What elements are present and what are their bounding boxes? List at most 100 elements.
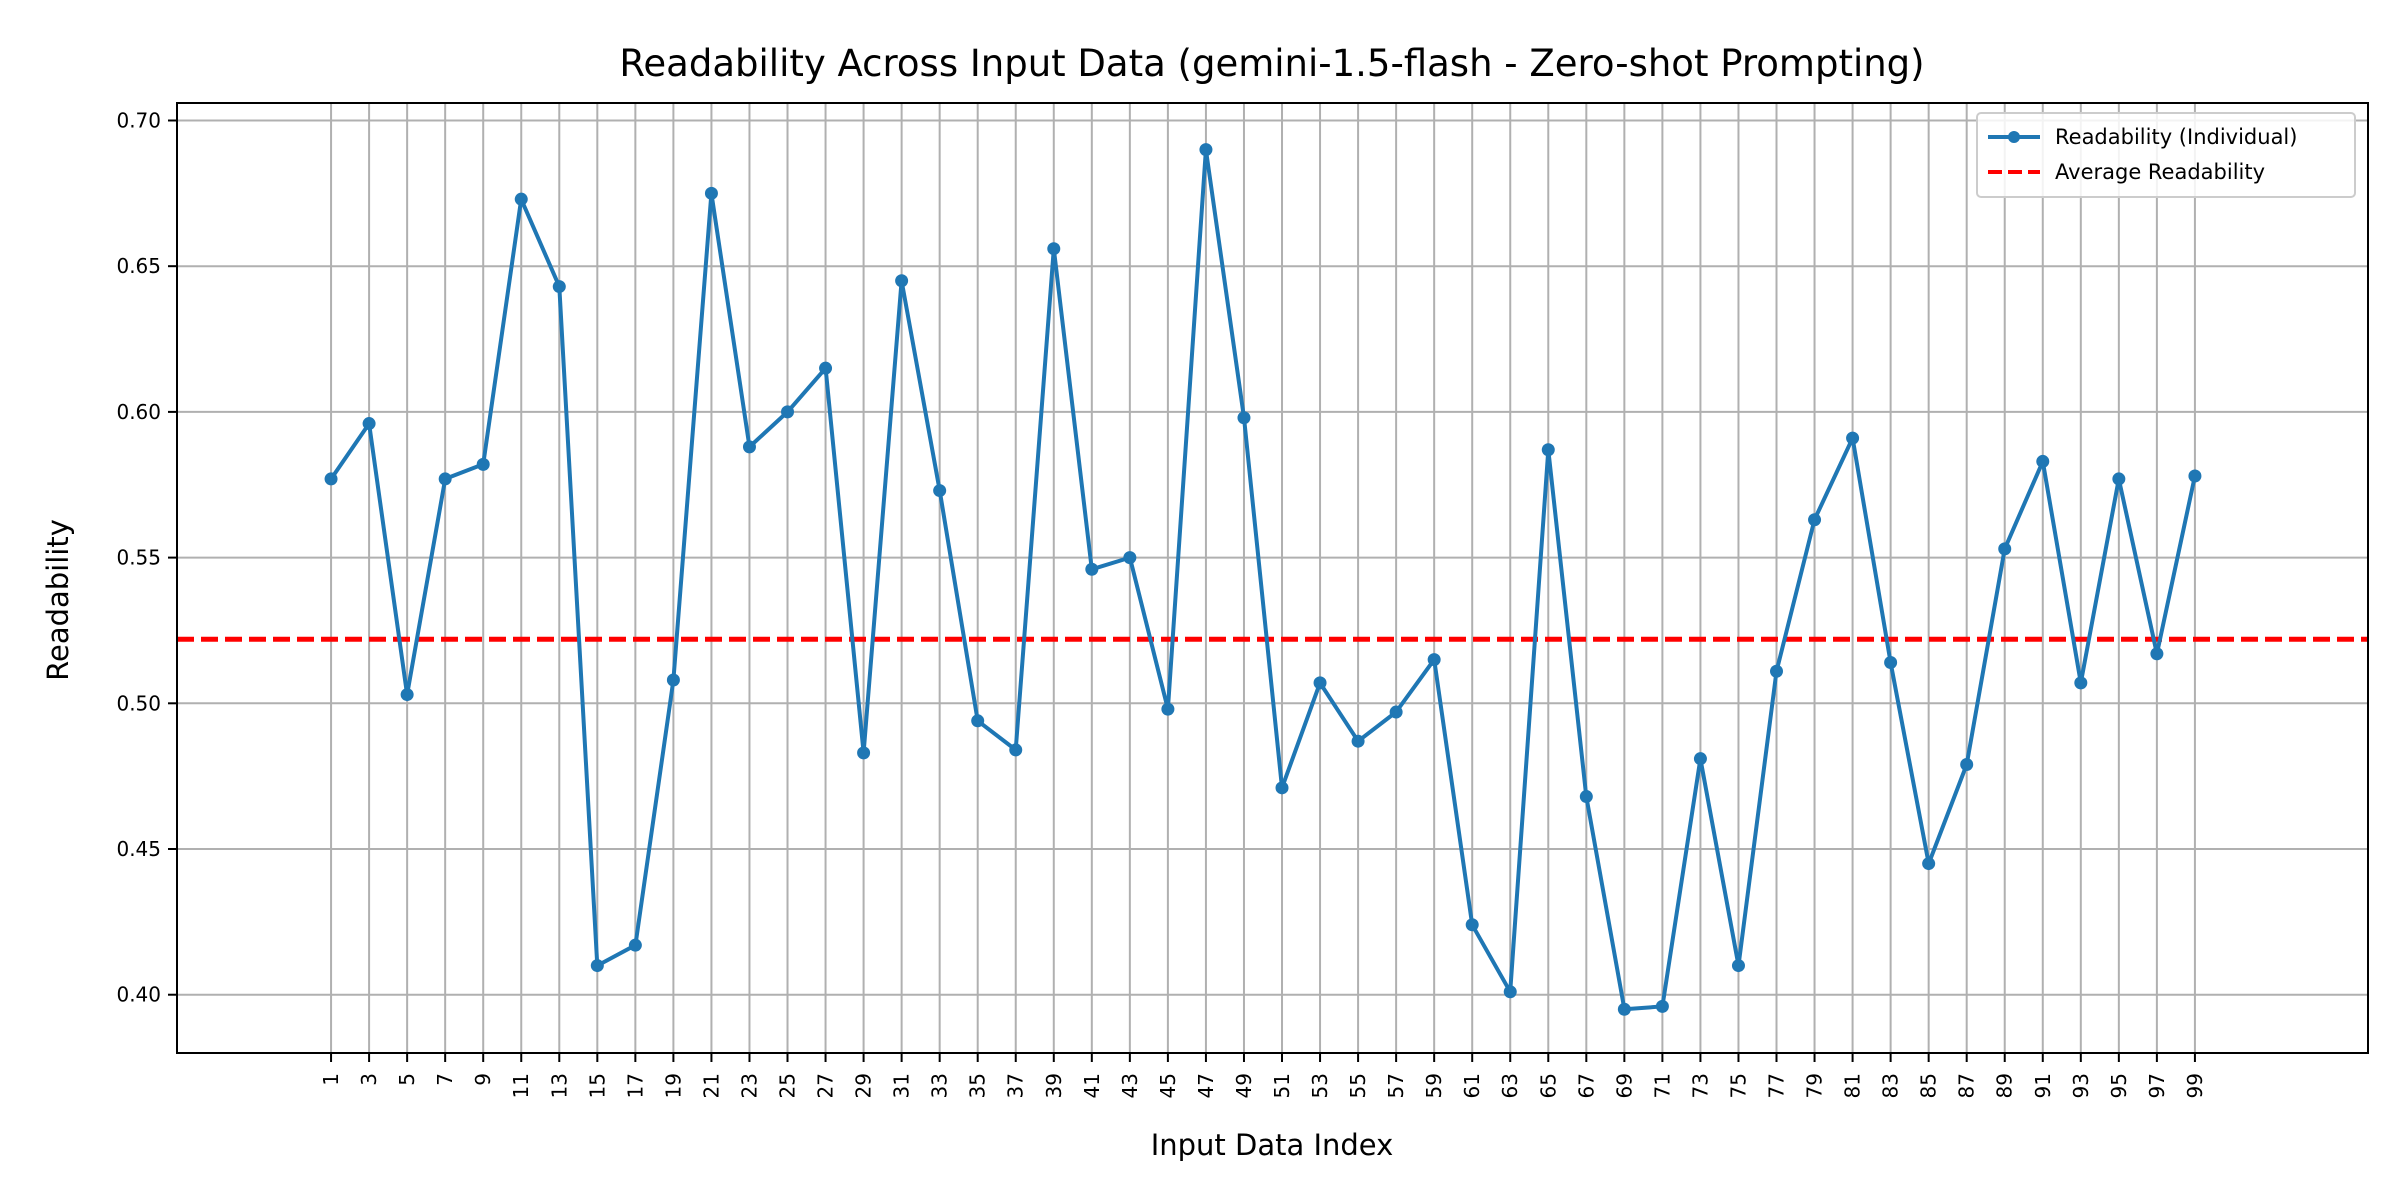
x-tick-label: 19	[661, 1073, 685, 1098]
y-tick-label: 0.45	[116, 837, 161, 861]
data-point	[362, 417, 376, 431]
x-tick-label: 93	[2069, 1073, 2093, 1098]
y-tick-label: 0.50	[116, 691, 161, 715]
x-tick-label: 61	[1460, 1073, 1484, 1098]
data-point	[1351, 734, 1365, 748]
data-point	[819, 361, 833, 375]
x-tick-label: 29	[852, 1073, 876, 1098]
data-point	[400, 688, 414, 702]
x-tick-label: 13	[547, 1073, 571, 1098]
grid-lines	[177, 103, 2368, 1053]
data-point	[1427, 653, 1441, 667]
data-point	[2112, 472, 2126, 486]
x-tick-label: 51	[1270, 1073, 1294, 1098]
data-point	[1617, 1002, 1631, 1016]
data-point	[552, 280, 566, 294]
x-tick-label: 57	[1384, 1073, 1408, 1098]
data-point	[1960, 758, 1974, 772]
x-tick-label: 15	[585, 1073, 609, 1098]
legend: Readability (Individual) Average Readabi…	[1976, 112, 2356, 198]
x-tick-label: 9	[471, 1073, 495, 1086]
data-point	[1808, 513, 1822, 527]
data-point	[1047, 242, 1061, 256]
x-tick-label: 81	[1841, 1073, 1865, 1098]
y-axis-ticks: 0.40 0.45 0.50 0.55 0.60 0.65 0.70	[116, 108, 177, 1007]
x-tick-label: 37	[1004, 1073, 1028, 1098]
x-tick-label: 5	[395, 1073, 419, 1086]
x-tick-label: 73	[1688, 1073, 1712, 1098]
data-point	[1465, 918, 1479, 932]
data-point	[1389, 705, 1403, 719]
data-point	[666, 673, 680, 687]
x-tick-label: 25	[776, 1073, 800, 1098]
x-tick-label: 49	[1232, 1073, 1256, 1098]
data-markers	[324, 143, 2202, 1016]
legend-label-individual: Readability (Individual)	[2055, 125, 2297, 149]
x-tick-label: 17	[623, 1073, 647, 1098]
series-line-layer	[329, 147, 2197, 1012]
x-tick-label: 55	[1346, 1073, 1370, 1098]
x-tick-label: 11	[509, 1073, 533, 1098]
data-point	[514, 192, 528, 206]
data-point	[2036, 454, 2050, 468]
data-point	[971, 714, 985, 728]
readability-individual-line	[329, 147, 2197, 1012]
legend-box	[1976, 112, 2356, 198]
data-point	[1655, 999, 1669, 1013]
data-point	[895, 274, 909, 288]
x-tick-label: 75	[1726, 1073, 1750, 1098]
x-tick-label: 45	[1156, 1073, 1180, 1098]
data-point	[704, 186, 718, 200]
x-tick-label: 71	[1650, 1073, 1674, 1098]
x-tick-label: 67	[1574, 1073, 1598, 1098]
x-tick-label: 69	[1612, 1073, 1636, 1098]
data-point	[1770, 664, 1784, 678]
x-tick-label: 59	[1422, 1073, 1446, 1098]
data-point	[1579, 790, 1593, 804]
data-point	[438, 472, 452, 486]
data-point	[324, 472, 338, 486]
data-point	[2074, 676, 2088, 690]
x-tick-label: 43	[1118, 1073, 1142, 1098]
x-tick-label: 65	[1536, 1073, 1560, 1098]
data-point	[1085, 562, 1099, 576]
x-tick-label: 79	[1803, 1073, 1827, 1098]
x-tick-label: 77	[1765, 1073, 1789, 1098]
data-point	[590, 959, 604, 973]
x-tick-label: 23	[737, 1073, 761, 1098]
x-tick-label: 39	[1042, 1073, 1066, 1098]
x-tick-label: 1	[319, 1073, 343, 1086]
data-point	[1009, 743, 1023, 757]
y-tick-label: 0.40	[116, 983, 161, 1007]
y-tick-label: 0.55	[116, 546, 161, 570]
x-tick-label: 83	[1879, 1073, 1903, 1098]
x-tick-label: 91	[2031, 1073, 2055, 1098]
x-tick-label: 3	[357, 1073, 381, 1086]
data-point	[628, 938, 642, 952]
data-point	[1123, 551, 1137, 565]
data-point	[1731, 959, 1745, 973]
data-point	[1541, 443, 1555, 457]
x-tick-label: 85	[1917, 1073, 1941, 1098]
data-point	[1693, 752, 1707, 766]
x-tick-label: 21	[699, 1073, 723, 1098]
data-point	[1161, 702, 1175, 716]
data-point	[1503, 985, 1517, 999]
data-point	[1237, 411, 1251, 425]
data-point	[1275, 781, 1289, 795]
y-tick-label: 0.65	[116, 254, 161, 278]
data-point	[476, 457, 490, 471]
x-tick-label: 31	[890, 1073, 914, 1098]
x-tick-label: 27	[814, 1073, 838, 1098]
chart-title: Readability Across Input Data (gemini-1.…	[619, 42, 1924, 85]
data-point	[857, 746, 871, 760]
data-point	[1884, 656, 1898, 670]
data-point	[1998, 542, 2012, 556]
data-point	[1199, 143, 1213, 157]
y-tick-label: 0.70	[116, 108, 161, 132]
legend-label-average: Average Readability	[2055, 160, 2265, 184]
y-tick-label: 0.60	[116, 400, 161, 424]
data-point	[1313, 676, 1327, 690]
plot-frame	[176, 102, 2369, 1054]
